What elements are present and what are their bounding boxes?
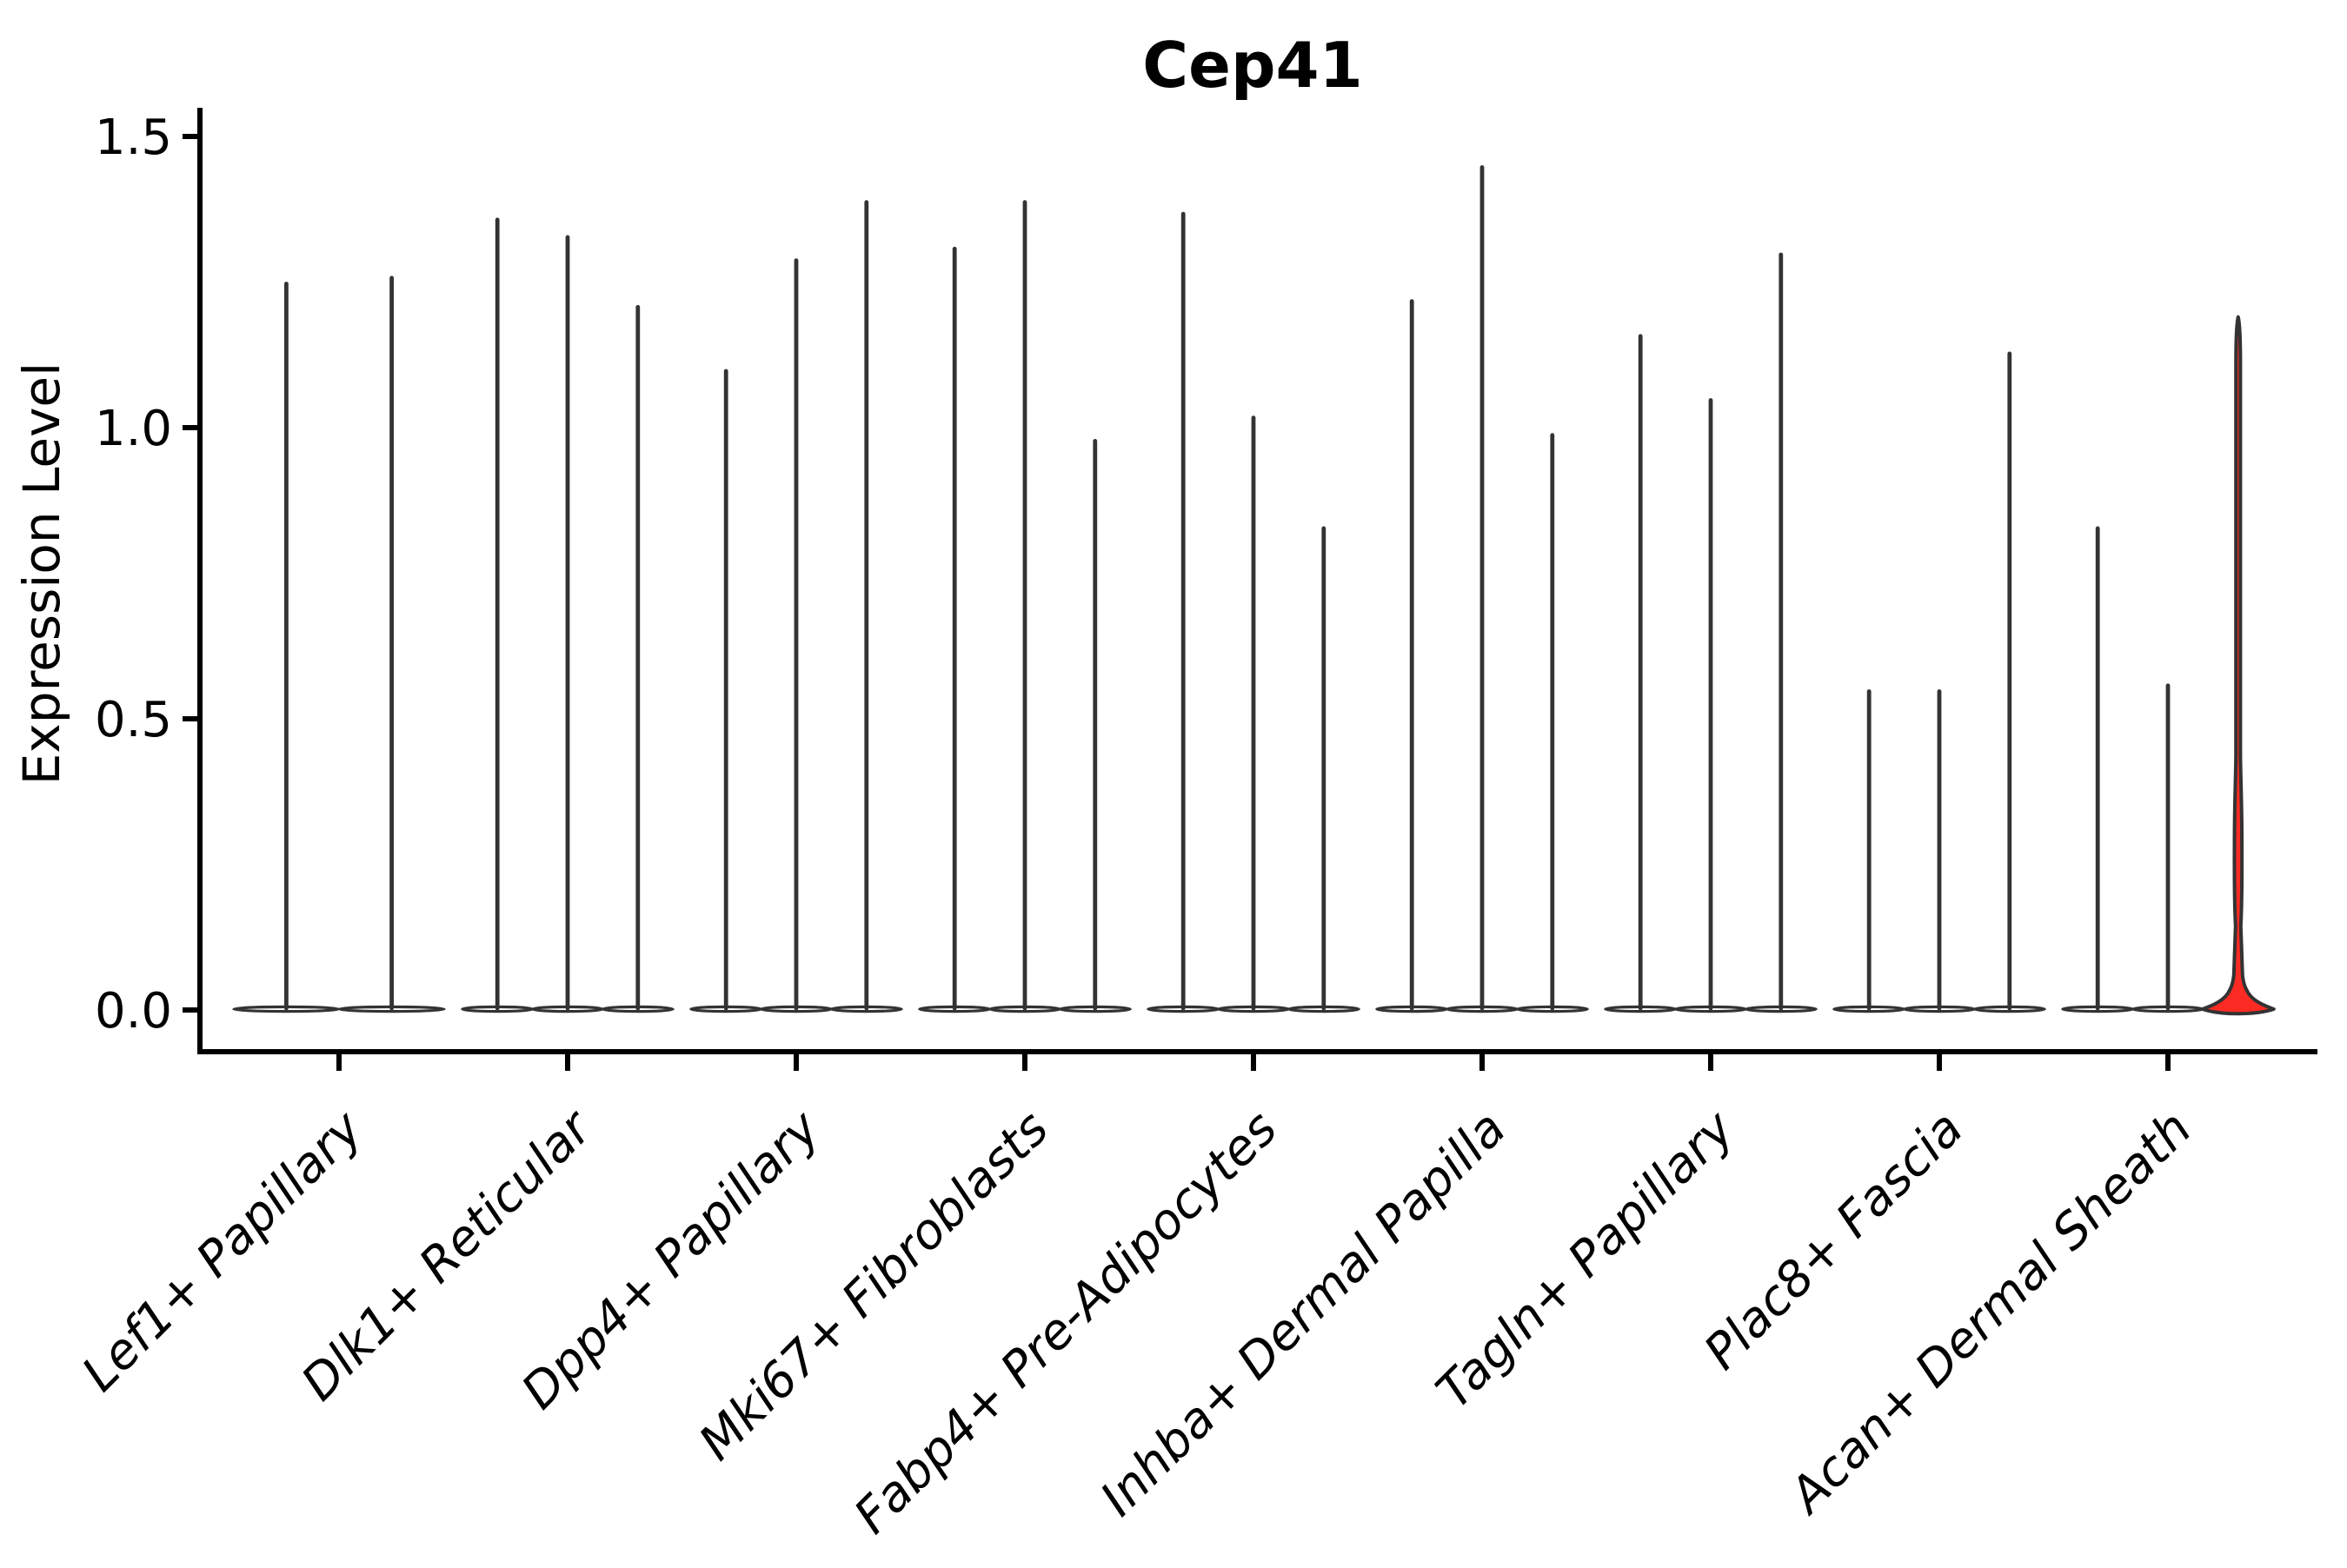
y-tick-label: 1.5 [95,110,172,166]
x-tick-label: Inhba+ Dermal Papilla [1090,1100,1517,1527]
axes [183,108,2317,1071]
x-tick-label: Fabp4+ Pre-Adipocytes [844,1100,1288,1545]
y-tick-label: 1.0 [95,401,172,457]
y-axis-label: Expression Level [12,362,71,785]
violin-highlighted [2200,315,2276,1016]
violins [232,165,2276,1016]
y-tick-label: 0.5 [95,692,172,748]
y-tick-label: 0.0 [95,983,172,1040]
x-tick-label: Acan+ Dermal Sheath [1778,1100,2203,1525]
plot-title: Cep41 [1142,29,1362,102]
